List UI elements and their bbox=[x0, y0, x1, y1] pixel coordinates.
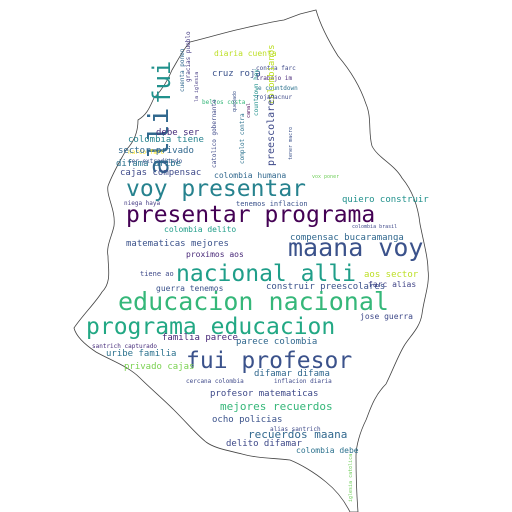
cloud-word: mejores recuerdos bbox=[220, 400, 333, 413]
cloud-word: cajas compensac bbox=[120, 168, 201, 178]
cloud-word: vox poner bbox=[312, 174, 339, 180]
cloud-word: nacional alli bbox=[176, 261, 356, 287]
cloud-word: preescolares bbox=[266, 94, 277, 166]
cloud-word: guerra tenemos bbox=[156, 284, 224, 293]
cloud-word: tiene ao bbox=[140, 270, 174, 278]
cloud-word: colombia humana bbox=[214, 171, 286, 180]
cloud-word: tenemos inflacion bbox=[236, 200, 308, 208]
cloud-word: aos sector bbox=[364, 270, 419, 280]
cloud-word: debe ser bbox=[156, 128, 200, 138]
cloud-word: proximos aos bbox=[186, 250, 244, 259]
cloud-word: countdown hoy bbox=[253, 69, 260, 116]
cloud-word: recuerdos maana bbox=[248, 428, 347, 441]
cloud-word: profesor matematicas bbox=[210, 389, 318, 399]
cloud-word: alias santrich bbox=[270, 426, 321, 433]
cloud-word: roja acnur bbox=[256, 94, 293, 101]
cloud-word: fui bbox=[148, 61, 176, 104]
cloud-word: difama uribe bbox=[116, 159, 181, 169]
cloud-word: quedado bbox=[232, 91, 238, 112]
cloud-word: santrich capturado bbox=[92, 343, 157, 350]
cloud-word: colombia debe bbox=[296, 446, 359, 455]
cloud-word: ocho policias bbox=[212, 415, 282, 425]
cloud-word: colombianos bbox=[267, 44, 277, 104]
cloud-word: niega haya bbox=[124, 200, 161, 207]
cloud-word: compensac bucaramanga bbox=[290, 233, 404, 243]
cloud-word: tener macro bbox=[288, 127, 294, 160]
cloud-word: matematicas mejores bbox=[126, 239, 229, 249]
cloud-word: farc alias bbox=[368, 280, 416, 289]
cloud-word: inflacion diaria bbox=[274, 378, 332, 385]
colombia-map-outline bbox=[73, 9, 429, 512]
cloud-word: ser extraditado bbox=[128, 158, 183, 165]
cloud-word: contra farc bbox=[256, 65, 296, 72]
cloud-word: la iglesia bbox=[194, 72, 200, 102]
cloud-word: cuenta ponen bbox=[179, 48, 186, 92]
cloud-word: catolico gobernante bbox=[211, 99, 218, 168]
cloud-word: parece colombia bbox=[236, 337, 317, 347]
cloud-word: colombia brasil bbox=[352, 224, 397, 230]
cloud-word: canal bbox=[246, 103, 252, 118]
cloud-word: jose guerra bbox=[360, 312, 413, 321]
cloud-word: programa educacion bbox=[86, 314, 335, 340]
cloud-word: familia parece bbox=[162, 333, 238, 343]
cloud-word: colombia tiene bbox=[128, 135, 204, 145]
cloud-word: e countdown bbox=[258, 85, 298, 92]
cloud-word: uribe familia bbox=[106, 349, 176, 359]
cloud-word: beltos costa bbox=[202, 99, 246, 106]
cloud-word: complot contra bbox=[239, 113, 246, 164]
cloud-word: educacion nacional bbox=[118, 287, 389, 316]
cloud-word: construir preescolares bbox=[266, 282, 385, 292]
cloud-word: gracias pueblo bbox=[185, 31, 192, 82]
cloud-word: cercana colombia bbox=[186, 378, 244, 385]
cloud-word: voy presentar bbox=[126, 176, 306, 202]
cloud-word: iglesia catolica bbox=[348, 454, 354, 502]
cloud-word: narco farc bbox=[128, 149, 165, 156]
cloud-word: presentar programa bbox=[126, 202, 375, 228]
cloud-word: privado cajas bbox=[124, 362, 194, 372]
cloud-word: difamar difama bbox=[254, 369, 330, 379]
cloud-word: quiero construir bbox=[342, 195, 429, 205]
cloud-word: maana voy bbox=[288, 233, 423, 262]
cloud-word: sector privado bbox=[118, 146, 194, 156]
cloud-word: colombia delito bbox=[164, 225, 236, 234]
cloud-word: diaria cuenta bbox=[214, 49, 277, 58]
cloud-word: trabajo im bbox=[256, 75, 293, 82]
cloud-word: fui profesor bbox=[186, 348, 352, 374]
cloud-word: cruz roja bbox=[212, 69, 261, 79]
cloud-word: alli bbox=[142, 108, 175, 175]
cloud-word: delito difamar bbox=[226, 439, 302, 449]
